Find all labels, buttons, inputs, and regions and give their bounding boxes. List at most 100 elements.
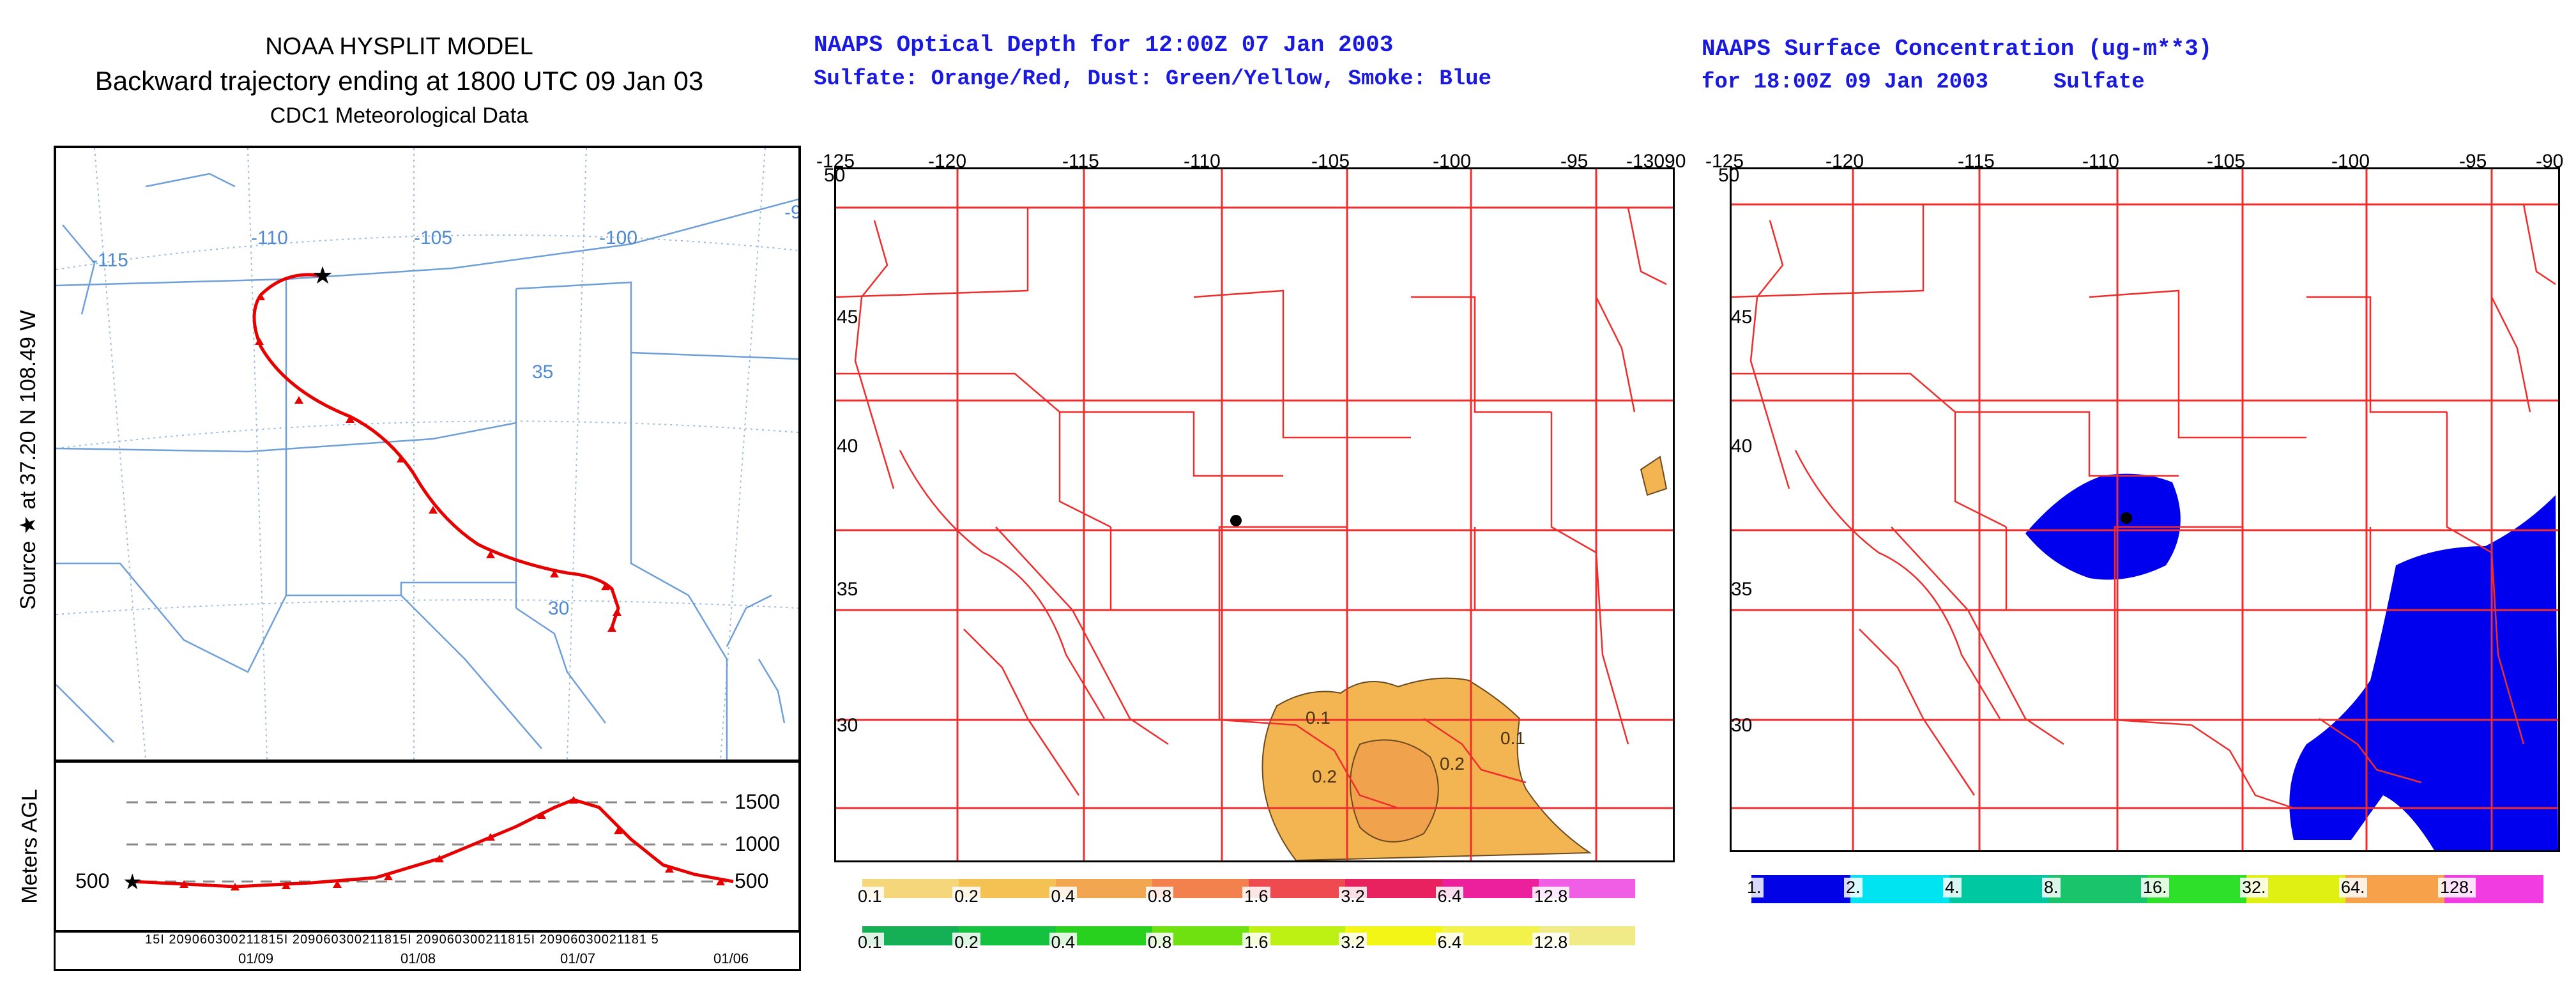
hysplit-height-left-label: 500 xyxy=(75,869,109,892)
optical-map: 0.1 0.2 0.2 0.1 xyxy=(836,169,1673,860)
hysplit-map-frame: -115 -110 -105 -100 -9 35 30 ★ xyxy=(54,146,801,762)
hysplit-height-frame: 1500 1000 500 500 ★ xyxy=(54,760,801,933)
hysplit-time-axis: 15I 209060300211815I 209060300211815I 20… xyxy=(54,930,801,971)
optical-contour-label: 0.2 xyxy=(1440,754,1465,774)
optical-contour-label: 0.1 xyxy=(1500,728,1525,748)
hysplit-date-0107: 01/07 xyxy=(560,951,596,966)
surface-boundaries xyxy=(1732,204,2556,809)
optical-colorbar-1-label: 0.1 xyxy=(856,887,884,906)
optical-title-2: Sulfate: Orange/Red, Dust: Green/Yellow,… xyxy=(814,67,1491,91)
hysplit-height-label-1000: 1000 xyxy=(735,832,780,855)
surface-map xyxy=(1732,169,2558,850)
optical-colorbar-2-label: 0.2 xyxy=(952,933,980,952)
hysplit-height-ylabel: Meters AGL xyxy=(17,789,42,904)
hysplit-height-gridlines xyxy=(126,801,727,883)
hysplit-height-markers xyxy=(179,796,725,890)
surface-lat-label: 40 xyxy=(1731,436,1752,457)
surface-lat-label: 45 xyxy=(1731,307,1752,328)
optical-receptor-dot xyxy=(1230,515,1242,526)
surface-lat-label: 30 xyxy=(1731,715,1752,736)
optical-colorbar-1-labels: 0.1 0.2 0.4 0.8 1.6 3.2 6.4 12.8 xyxy=(850,887,1654,912)
optical-colorbar-2-label: 12.8 xyxy=(1532,933,1570,952)
hysplit-lat-label-30: 30 xyxy=(548,598,569,619)
surface-colorbar-label: 4. xyxy=(1943,878,1962,897)
optical-east-patch xyxy=(1640,455,1668,496)
optical-map-frame: 0.1 0.2 0.2 0.1 xyxy=(834,167,1675,862)
optical-colorbar-1-label: 6.4 xyxy=(1435,887,1464,906)
surface-colorbar-label: 1. xyxy=(1745,878,1764,897)
optical-colorbar-2-label: 0.8 xyxy=(1145,933,1174,952)
optical-lat-label: 50 xyxy=(824,165,845,186)
hysplit-title-2: Backward trajectory ending at 1800 UTC 0… xyxy=(95,66,704,96)
optical-colorbar-2-label: 0.4 xyxy=(1049,933,1078,952)
hysplit-trajectory-markers xyxy=(255,293,621,632)
optical-colorbar-2-label: 6.4 xyxy=(1435,933,1464,952)
optical-colorbar-2-label: 1.6 xyxy=(1242,933,1270,952)
surface-map-frame xyxy=(1730,167,2560,852)
optical-boundaries xyxy=(836,207,1667,809)
hysplit-lon-label-110: -110 xyxy=(251,227,288,248)
hysplit-date-0109: 01/09 xyxy=(238,951,274,966)
optical-colorbar-2-label: 0.1 xyxy=(856,933,884,952)
hysplit-lon-label-115: -115 xyxy=(91,250,128,271)
surface-receptor-dot xyxy=(2121,512,2132,524)
surface-lat-label: 35 xyxy=(1731,579,1752,600)
surface-sulfate-region-west xyxy=(2025,473,2181,580)
hysplit-title-3: CDC1 Meteorological Data xyxy=(270,103,529,128)
surface-colorbar-label: 8. xyxy=(2042,878,2061,897)
surface-colorbar-label: 64. xyxy=(2339,878,2367,897)
optical-colorbar-1-label: 12.8 xyxy=(1532,887,1570,906)
optical-lat-labels: 50 45 40 35 30 xyxy=(824,165,858,736)
surface-title-1: NAAPS Surface Concentration (ug-m**3) xyxy=(1702,36,2213,62)
optical-contour-label: 0.2 xyxy=(1312,767,1337,786)
surface-title-2: for 18:00Z 09 Jan 2003 Sulfate xyxy=(1702,70,2145,95)
optical-colorbar-1-label: 0.8 xyxy=(1145,887,1174,906)
surface-colorbar-swatch xyxy=(1850,875,1949,903)
hysplit-grid xyxy=(56,148,798,760)
optical-colorbar-1-label: 0.4 xyxy=(1049,887,1078,906)
optical-grid xyxy=(836,169,1673,860)
optical-lat-label: 45 xyxy=(837,307,858,328)
optical-lat-axis: 50 45 40 35 30 xyxy=(824,153,862,856)
hysplit-height-plot: 1500 1000 500 500 ★ xyxy=(75,790,780,894)
hysplit-date-0106: 01/06 xyxy=(713,951,749,966)
surface-colorbar-label: 128. xyxy=(2438,878,2476,897)
hysplit-source-label: Source ★ at 37.20 N 108.49 W xyxy=(16,310,40,610)
surface-colorbar-label: 32. xyxy=(2240,878,2268,897)
hysplit-height-star-icon: ★ xyxy=(123,870,142,894)
hysplit-lon-label-105: -105 xyxy=(414,227,452,248)
hysplit-source-label-wrap: Source ★ at 37.20 N 108.49 W xyxy=(3,268,54,652)
surface-lat-axis: 50 45 40 35 30 xyxy=(1718,153,1757,856)
hysplit-map: -115 -110 -105 -100 -9 35 30 ★ xyxy=(56,148,798,760)
surface-colorbar-swatch xyxy=(1751,875,1850,903)
surface-colorbar-labels: 1. 2. 4. 8. 16. 32. 64. 128. xyxy=(1739,878,2556,903)
hysplit-date-0108: 01/08 xyxy=(400,951,436,966)
hysplit-height-ylabel-wrap: Meters AGL xyxy=(6,760,54,933)
surface-colorbar-label: 2. xyxy=(1844,878,1863,897)
surface-lat-label: 50 xyxy=(1718,165,1739,186)
hysplit-boundaries xyxy=(56,172,798,760)
hysplit-height-line xyxy=(132,798,734,889)
surface-sulfate-region-southeast xyxy=(2289,495,2558,850)
optical-lat-label: 30 xyxy=(837,715,858,736)
optical-lat-label: 40 xyxy=(837,436,858,457)
hysplit-time-ticks: 15I 209060300211815I 209060300211815I 20… xyxy=(145,933,659,947)
optical-colorbar-1-label: 0.2 xyxy=(952,887,980,906)
surface-colorbar-swatch xyxy=(2048,875,2147,903)
surface-grid xyxy=(1732,169,2558,850)
surface-colorbar-swatch xyxy=(1949,875,2048,903)
optical-dust-core xyxy=(1350,739,1439,843)
hysplit-lat-label-35: 35 xyxy=(532,362,553,383)
optical-colorbar-2-label: 3.2 xyxy=(1339,933,1367,952)
optical-colorbar-2-labels: 0.1 0.2 0.4 0.8 1.6 3.2 6.4 12.8 xyxy=(850,933,1654,958)
surface-lat-labels: 50 45 40 35 30 xyxy=(1718,165,1752,736)
hysplit-height-label-1500: 1500 xyxy=(735,790,780,813)
hysplit-source-star-icon: ★ xyxy=(312,263,333,289)
surface-colorbar-label: 16. xyxy=(2141,878,2169,897)
optical-colorbar-1-label: 1.6 xyxy=(1242,887,1270,906)
hysplit-height-label-500: 500 xyxy=(735,869,768,892)
optical-title-1: NAAPS Optical Depth for 12:00Z 07 Jan 20… xyxy=(814,32,1394,58)
hysplit-title-1: NOAA HYSPLIT MODEL xyxy=(265,33,533,60)
optical-lat-label: 35 xyxy=(837,579,858,600)
optical-contour-label: 0.1 xyxy=(1306,708,1330,728)
